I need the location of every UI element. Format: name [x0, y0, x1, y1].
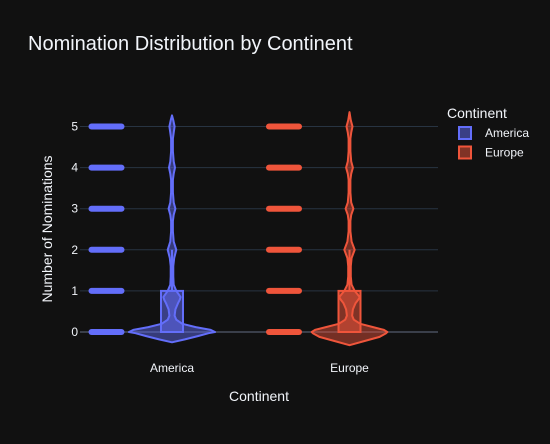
y-axis-title: Number of Nominations — [39, 155, 55, 302]
legend-label[interactable]: Europe — [485, 146, 524, 160]
y-tick-label: 4 — [71, 161, 78, 175]
y-tick-label: 0 — [71, 325, 78, 339]
chart-title: Nomination Distribution by Continent — [28, 33, 353, 55]
box — [337, 289, 362, 333]
legend: Continent America Europe — [447, 105, 529, 160]
grid-lines — [80, 126, 438, 333]
violin-series — [88, 111, 389, 347]
x-tick-label: America — [150, 361, 194, 375]
y-tick-label: 3 — [71, 202, 78, 216]
y-tick-label: 2 — [71, 243, 78, 257]
y-tick-label: 1 — [71, 284, 78, 298]
y-tick-labels: 0 1 2 3 4 5 — [71, 120, 78, 340]
x-axis-title: Continent — [229, 388, 289, 404]
x-tick-labels: America Europe — [150, 361, 369, 375]
legend-label[interactable]: America — [485, 126, 529, 140]
legend-swatch[interactable] — [458, 145, 472, 160]
violin-series-america — [88, 114, 216, 344]
legend-swatch[interactable] — [458, 126, 472, 140]
x-tick-label: Europe — [330, 361, 369, 375]
y-tick-label: 5 — [71, 120, 78, 134]
violin-series-europe — [266, 111, 389, 347]
box — [160, 289, 184, 333]
legend-title: Continent — [447, 105, 507, 121]
